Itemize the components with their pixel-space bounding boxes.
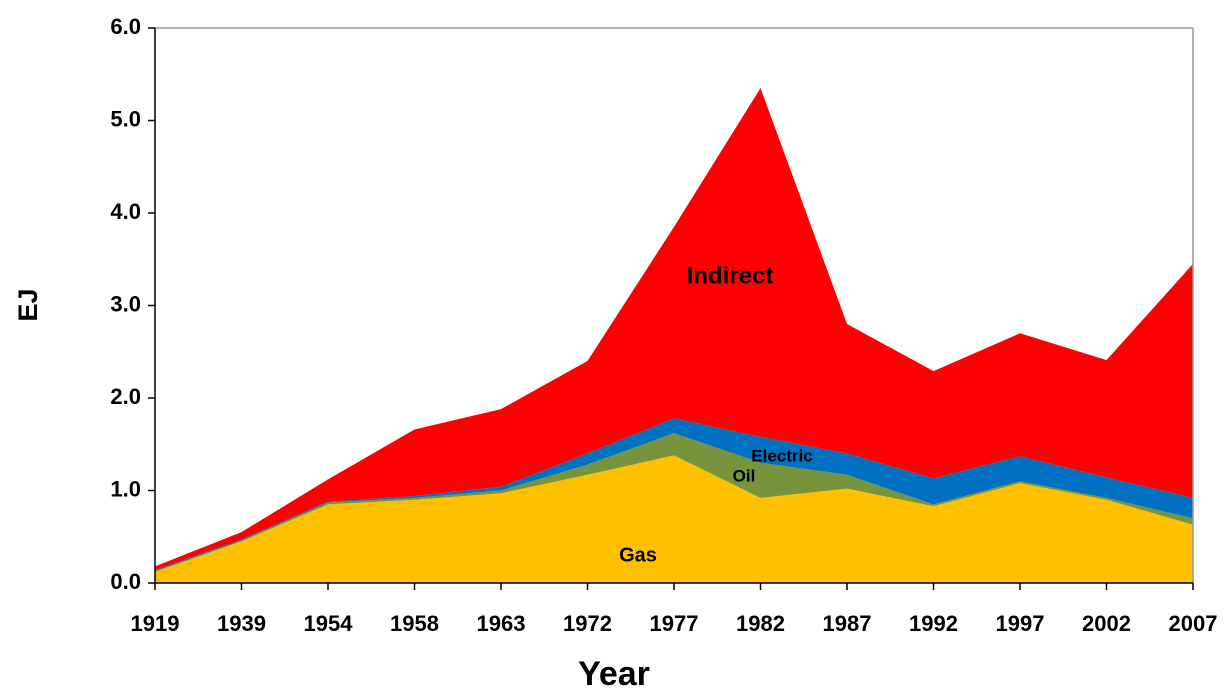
y-tick-label: 4.0 (110, 199, 141, 224)
x-tick-label: 1997 (996, 611, 1045, 636)
x-tick-label: 1963 (477, 611, 526, 636)
x-tick-label: 1982 (736, 611, 785, 636)
series-label: Indirect (687, 262, 774, 289)
area (155, 88, 1193, 571)
x-tick-label: 1919 (131, 611, 180, 636)
series-label: Electric (751, 446, 812, 465)
y-axis-title: EJ (13, 288, 43, 321)
x-tick-label: 1939 (217, 611, 266, 636)
y-tick-label: 2.0 (110, 384, 141, 409)
x-tick-label: 1992 (909, 611, 958, 636)
series-label: Oil (733, 466, 756, 485)
x-tick-label: 1954 (304, 611, 354, 636)
x-tick-label: 1972 (563, 611, 612, 636)
x-tick-label: 2007 (1169, 611, 1218, 636)
y-tick-label: 3.0 (110, 291, 141, 316)
x-tick-label: 1977 (650, 611, 699, 636)
y-tick-label: 6.0 (110, 14, 141, 39)
area (155, 455, 1193, 583)
x-axis-title: Year (578, 655, 650, 693)
y-tick-label: 5.0 (110, 106, 141, 131)
series-label: Gas (619, 544, 657, 566)
y-tick-label: 0.0 (110, 569, 141, 594)
y-tick-label: 1.0 (110, 476, 141, 501)
x-tick-label: 2002 (1082, 611, 1131, 636)
x-tick-label: 1987 (823, 611, 872, 636)
x-tick-label: 1958 (390, 611, 439, 636)
